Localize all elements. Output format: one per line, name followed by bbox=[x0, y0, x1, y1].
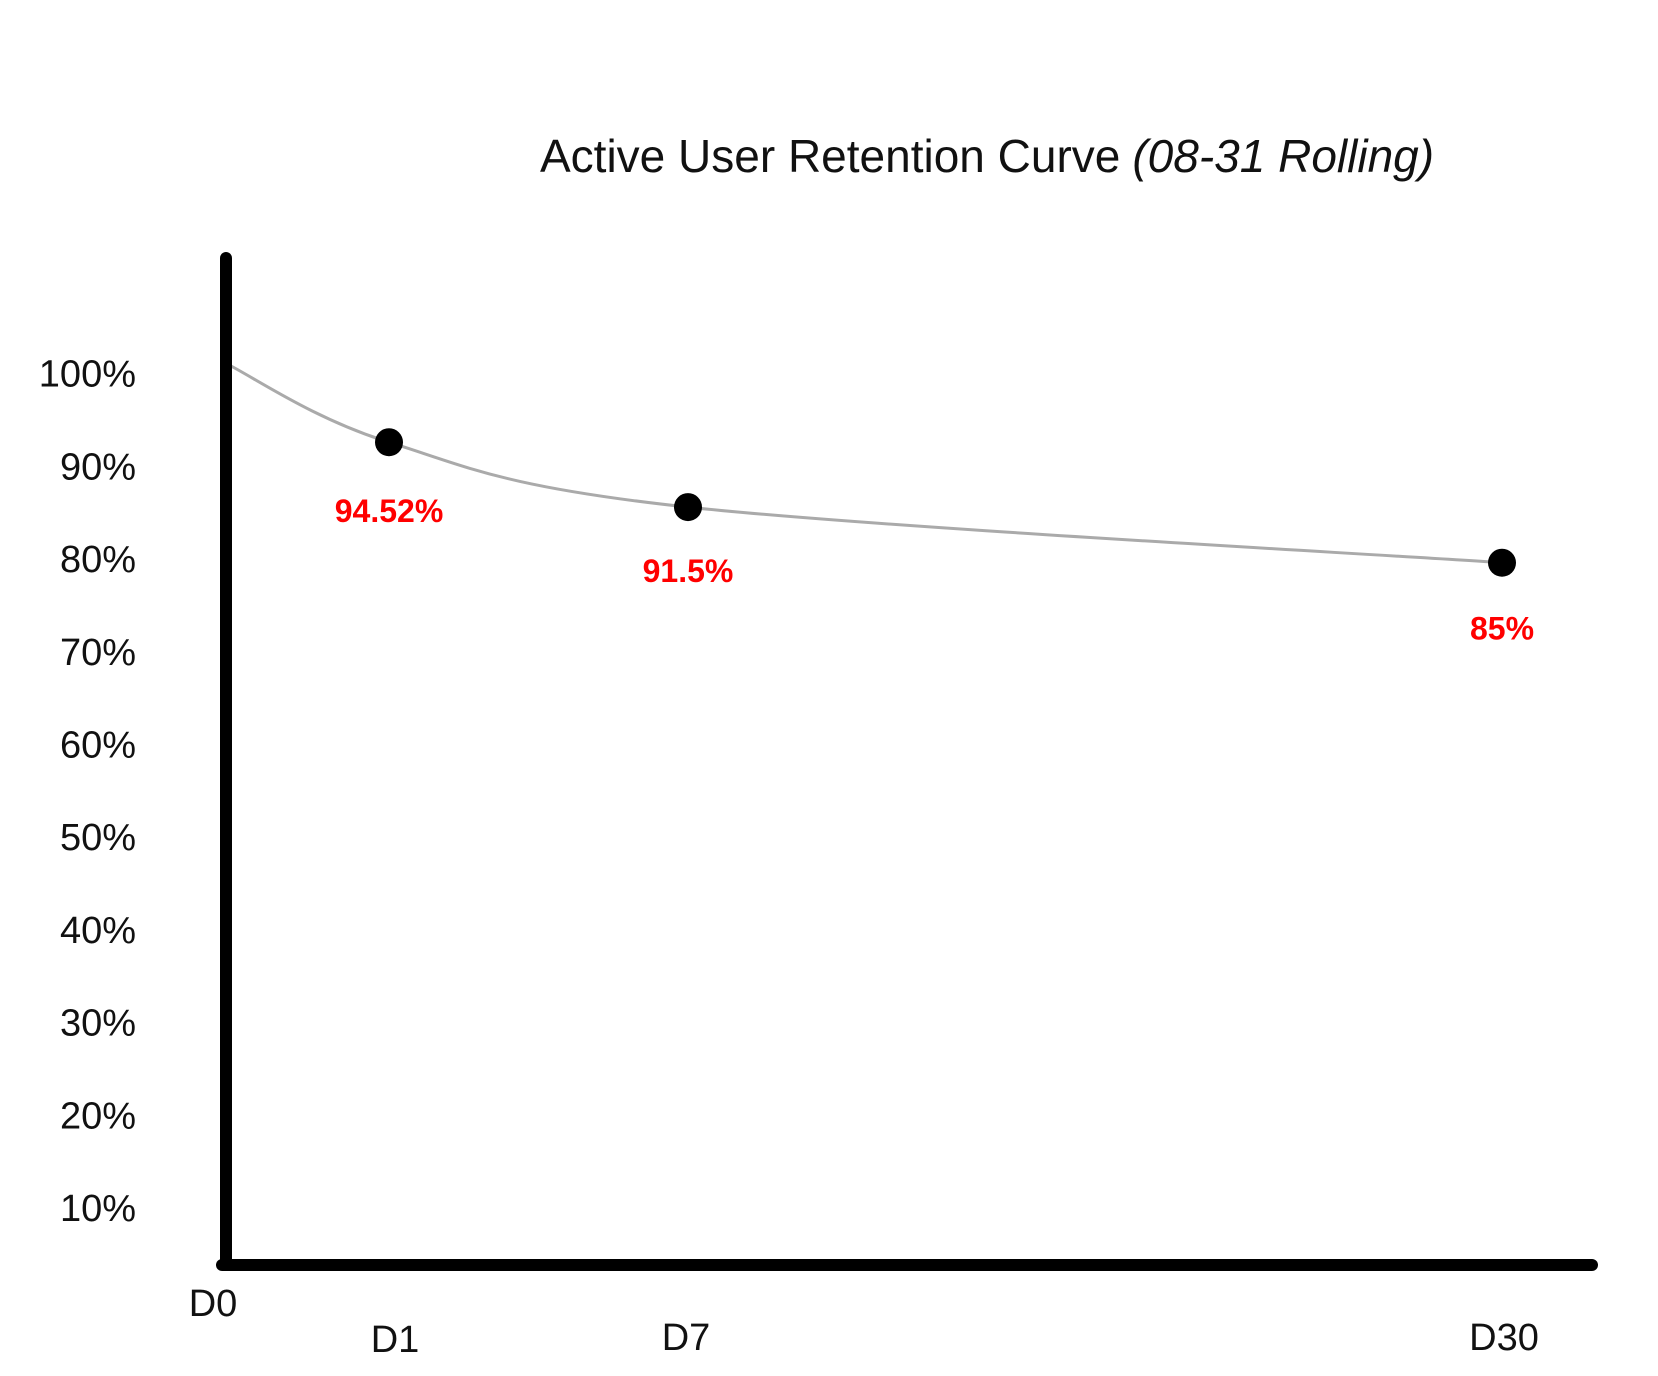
data-point-d30 bbox=[1488, 548, 1516, 577]
y-tick-label: 80% bbox=[60, 539, 136, 581]
data-point-d1 bbox=[375, 428, 403, 457]
retention-curve bbox=[225, 362, 1503, 565]
y-tick-label: 10% bbox=[60, 1188, 136, 1230]
y-tick-label: 100% bbox=[39, 354, 136, 396]
y-tick-label: 90% bbox=[60, 446, 136, 488]
x-axis-ticks: D0 D1 D7 D30 bbox=[189, 1283, 1539, 1361]
chart-title: Active User Retention Curve (08-31 Rollin… bbox=[540, 130, 1434, 182]
y-tick-label: 40% bbox=[60, 910, 136, 952]
x-tick-label: D1 bbox=[371, 1319, 420, 1361]
chart-subtitle: (08-31 Rolling) bbox=[1132, 130, 1434, 182]
data-label-d30: 85% bbox=[1470, 611, 1534, 647]
y-axis-ticks: 100% 90% 80% 70% 60% 50% 40% 30% 20% 10% bbox=[39, 354, 136, 1230]
y-tick-label: 30% bbox=[60, 1003, 136, 1045]
y-tick-label: 50% bbox=[60, 817, 136, 859]
data-points bbox=[375, 428, 1516, 577]
x-tick-label: D0 bbox=[189, 1283, 238, 1325]
y-tick-label: 20% bbox=[60, 1095, 136, 1137]
chart-title-main: Active User Retention Curve bbox=[540, 130, 1120, 182]
data-labels: 94.52% 91.5% 85% bbox=[335, 493, 1534, 647]
data-label-d1: 94.52% bbox=[335, 493, 444, 529]
x-tick-label: D30 bbox=[1469, 1317, 1539, 1359]
data-label-d7: 91.5% bbox=[643, 553, 734, 589]
data-point-d7 bbox=[674, 493, 702, 522]
y-tick-label: 70% bbox=[60, 632, 136, 674]
y-tick-label: 60% bbox=[60, 725, 136, 767]
x-tick-label: D7 bbox=[662, 1317, 711, 1359]
